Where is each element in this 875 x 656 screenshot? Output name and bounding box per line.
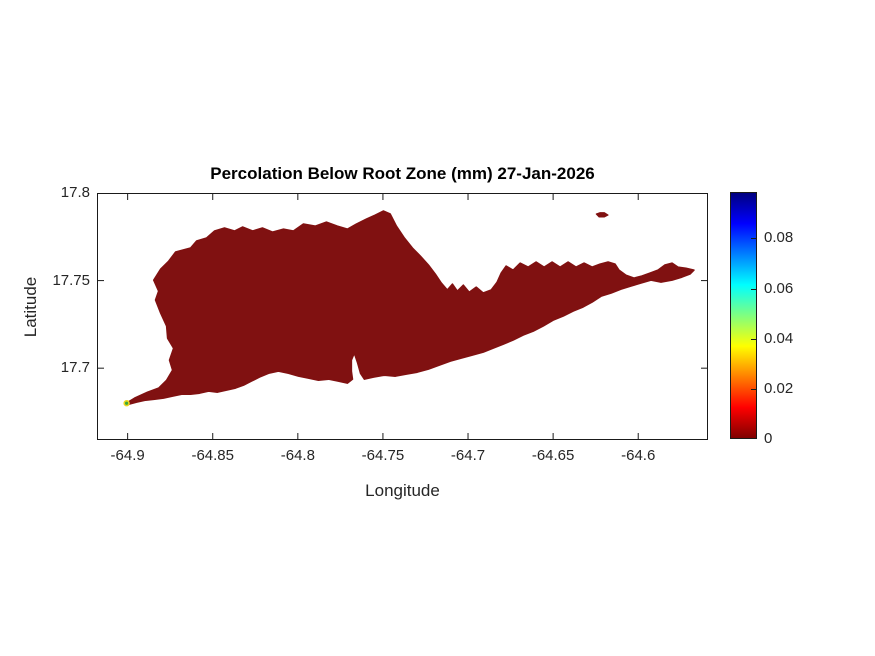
colorbar-tick xyxy=(751,389,756,390)
x-tick-label: -64.65 xyxy=(531,447,575,464)
x-tick-label: -64.7 xyxy=(450,447,486,464)
hotspot-inner-dot xyxy=(125,401,129,405)
x-tick-label: -64.8 xyxy=(280,447,315,464)
x-tick-label: -64.75 xyxy=(361,447,405,464)
axes-box xyxy=(97,193,708,440)
y-tick-label: 17.75 xyxy=(52,271,90,289)
buck-island-shape xyxy=(595,212,609,218)
colorbar-tick-label: 0.02 xyxy=(764,380,794,397)
colorbar-tick xyxy=(751,339,756,340)
chart-title: Percolation Below Root Zone (mm) 27-Jan-… xyxy=(210,164,595,183)
x-tick-label: -64.9 xyxy=(110,447,145,464)
colorbar-tick-label: 0.08 xyxy=(764,229,794,246)
colorbar-tick-label: 0.06 xyxy=(764,280,794,297)
island-shape xyxy=(123,210,695,406)
x-tick-label: -64.6 xyxy=(621,447,656,464)
x-tick-label: -64.85 xyxy=(191,447,234,464)
colorbar-tick-label: 0.04 xyxy=(764,330,794,347)
colorbar-tick xyxy=(751,238,756,239)
colorbar-tick-label: 0 xyxy=(764,430,773,447)
colorbar xyxy=(730,192,757,439)
x-axis-label: Longitude xyxy=(365,481,440,500)
plot-area xyxy=(97,193,708,440)
y-tick-label: 17.7 xyxy=(60,359,90,377)
colorbar-tick xyxy=(751,289,756,290)
y-tick-label: 17.8 xyxy=(60,184,90,201)
